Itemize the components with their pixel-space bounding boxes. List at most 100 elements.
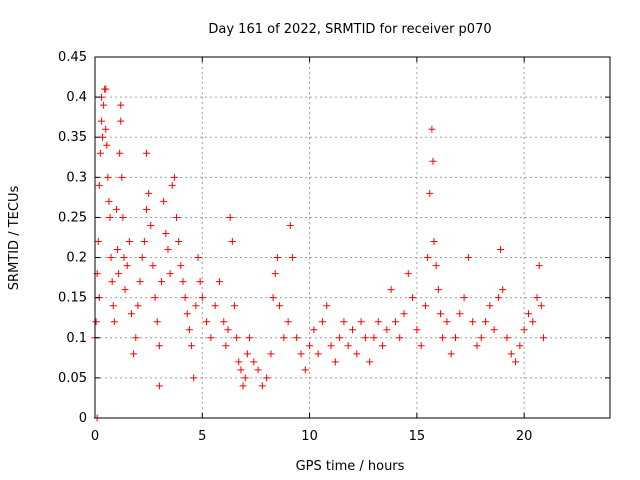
data-point: [254, 366, 262, 374]
data-point: [130, 350, 138, 358]
data-point: [357, 318, 365, 326]
data-point: [469, 318, 477, 326]
data-point: [125, 238, 133, 246]
data-point: [284, 318, 292, 326]
data-point: [99, 133, 107, 141]
data-point: [117, 117, 125, 125]
data-point: [447, 350, 455, 358]
data-point: [391, 318, 399, 326]
data-point: [473, 342, 481, 350]
data-point: [456, 310, 464, 318]
data-point: [404, 270, 412, 278]
data-point: [228, 238, 236, 246]
data-point: [119, 213, 127, 221]
data-point: [452, 334, 459, 342]
data-point: [520, 326, 528, 334]
data-point: [477, 334, 485, 342]
data-point: [102, 85, 110, 93]
data-point: [379, 342, 387, 350]
data-point: [196, 278, 204, 286]
data-point: [151, 294, 159, 302]
data-point: [370, 334, 378, 342]
data-point: [127, 310, 135, 318]
data-point: [222, 342, 230, 350]
data-point: [286, 221, 294, 229]
data-point: [192, 302, 200, 310]
data-point: [211, 302, 219, 310]
data-point: [374, 318, 382, 326]
data-point: [121, 286, 129, 294]
data-point: [224, 326, 232, 334]
data-point: [301, 366, 309, 374]
data-point: [188, 342, 196, 350]
data-point: [143, 149, 150, 157]
data-point: [108, 278, 116, 286]
data-point: [92, 318, 100, 326]
data-point: [439, 334, 447, 342]
y-axis-label: SRMTID / TECUs: [7, 186, 22, 291]
data-point: [529, 318, 537, 326]
data-point: [288, 254, 296, 262]
data-point: [443, 318, 451, 326]
data-point: [143, 205, 150, 213]
data-point: [155, 382, 163, 390]
data-point: [132, 334, 140, 342]
data-point: [233, 334, 241, 342]
data-point: [106, 213, 114, 221]
y-tick-label: 0.3: [66, 170, 87, 185]
data-point: [318, 318, 326, 326]
data-point: [503, 334, 511, 342]
data-point: [105, 197, 113, 205]
data-point: [535, 262, 543, 270]
data-point: [123, 262, 131, 270]
x-tick-label: 15: [409, 429, 426, 444]
data-point: [383, 326, 391, 334]
data-point: [97, 117, 105, 125]
chart-title: Day 161 of 2022, SRMTID for receiver p07…: [208, 22, 491, 37]
data-point: [147, 221, 155, 229]
data-point: [497, 246, 505, 254]
data-point: [293, 334, 301, 342]
data-point: [387, 286, 395, 294]
x-tick-label: 0: [91, 429, 99, 444]
data-point: [138, 254, 146, 262]
data-point: [271, 270, 279, 278]
data-point: [158, 278, 166, 286]
data-point: [331, 358, 339, 366]
data-point: [181, 294, 189, 302]
data-point: [366, 358, 374, 366]
data-point: [340, 318, 348, 326]
data-point: [276, 302, 284, 310]
data-point: [464, 254, 472, 262]
data-point: [486, 302, 494, 310]
data-point: [258, 382, 266, 390]
data-point: [155, 342, 163, 350]
data-point: [250, 358, 258, 366]
data-point: [112, 205, 120, 213]
data-point: [432, 262, 440, 270]
grid-layer: [95, 57, 610, 418]
data-point: [400, 310, 408, 318]
data-point: [114, 246, 122, 254]
data-point: [243, 350, 251, 358]
data-point: [344, 342, 352, 350]
data-point: [115, 270, 123, 278]
data-point: [120, 254, 128, 262]
data-point: [396, 334, 404, 342]
data-point: [175, 238, 183, 246]
data-point: [428, 125, 436, 133]
data-point: [539, 334, 547, 342]
data-point: [297, 350, 305, 358]
data-point: [524, 310, 532, 318]
data-point: [512, 358, 520, 366]
data-point: [280, 334, 288, 342]
data-point: [100, 101, 108, 109]
data-point: [306, 342, 314, 350]
data-point: [336, 334, 344, 342]
x-axis-label: GPS time / hours: [296, 459, 405, 474]
x-tick-label: 5: [198, 429, 206, 444]
data-point: [537, 302, 545, 310]
data-point: [95, 181, 103, 189]
data-point: [409, 294, 417, 302]
